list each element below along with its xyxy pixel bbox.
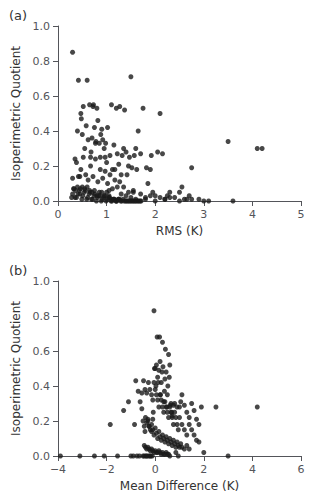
svg-text:RMS (K): RMS (K) [156, 224, 203, 238]
svg-text:0.2: 0.2 [33, 415, 51, 428]
svg-text:−4: −4 [50, 463, 66, 476]
svg-text:2: 2 [200, 463, 207, 476]
svg-text:(b): (b) [9, 263, 27, 278]
svg-text:0.0: 0.0 [33, 450, 51, 463]
svg-text:0: 0 [55, 208, 62, 221]
svg-text:0.6: 0.6 [33, 345, 51, 358]
svg-text:1: 1 [103, 208, 110, 221]
svg-text:−2: −2 [98, 463, 114, 476]
svg-text:0.4: 0.4 [33, 380, 51, 393]
svg-text:6: 6 [298, 463, 305, 476]
svg-text:0: 0 [152, 463, 159, 476]
svg-text:2: 2 [152, 208, 159, 221]
svg-text:0.0: 0.0 [33, 195, 51, 208]
svg-text:1.0: 1.0 [33, 20, 51, 33]
svg-text:0.8: 0.8 [33, 310, 51, 323]
svg-text:0.4: 0.4 [33, 125, 51, 138]
svg-text:0.6: 0.6 [33, 90, 51, 103]
svg-text:(a): (a) [9, 8, 27, 23]
svg-text:4: 4 [249, 208, 256, 221]
svg-text:0.8: 0.8 [33, 55, 51, 68]
svg-text:0.2: 0.2 [33, 160, 51, 173]
svg-text:3: 3 [200, 208, 207, 221]
svg-text:5: 5 [298, 208, 305, 221]
svg-text:1.0: 1.0 [33, 275, 51, 288]
svg-text:4: 4 [249, 463, 256, 476]
svg-text:Isoperimetric Quotient: Isoperimetric Quotient [9, 301, 23, 436]
svg-text:Mean Difference (K): Mean Difference (K) [120, 479, 239, 493]
svg-text:Isoperimetric Quotient: Isoperimetric Quotient [9, 46, 23, 181]
